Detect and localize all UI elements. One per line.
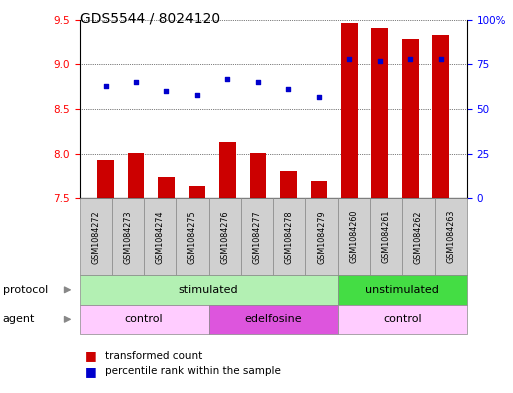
Text: GSM1084263: GSM1084263 (446, 210, 455, 263)
Text: GSM1084272: GSM1084272 (91, 210, 100, 264)
Bar (158, 177, 175, 198)
Text: percentile rank within the sample: percentile rank within the sample (105, 366, 281, 376)
Point (102, 83, 110, 89)
Text: ■: ■ (85, 349, 96, 362)
Text: GDS5544 / 8024120: GDS5544 / 8024120 (80, 12, 220, 26)
Text: protocol: protocol (3, 285, 48, 295)
Point (163, 88, 171, 94)
Point (193, 92, 201, 98)
Text: GSM1084277: GSM1084277 (252, 210, 262, 264)
Text: unstimulated: unstimulated (365, 285, 439, 295)
Bar (97, 160, 114, 198)
Bar (371, 28, 388, 198)
Point (437, 56, 445, 62)
Text: GSM1084278: GSM1084278 (285, 210, 294, 264)
Bar (432, 35, 449, 198)
Text: agent: agent (3, 314, 35, 324)
Bar (128, 153, 144, 198)
Text: edelfosine: edelfosine (244, 314, 302, 324)
Bar (249, 153, 266, 198)
Point (345, 56, 353, 62)
Point (315, 94, 323, 100)
Text: transformed count: transformed count (105, 351, 203, 361)
Text: GSM1084276: GSM1084276 (220, 210, 229, 264)
Bar (280, 171, 297, 198)
Bar (219, 142, 236, 198)
Text: GSM1084274: GSM1084274 (156, 210, 165, 264)
Bar (310, 180, 327, 198)
Bar (341, 23, 358, 198)
Text: stimulated: stimulated (179, 285, 239, 295)
Text: GSM1084260: GSM1084260 (349, 210, 359, 263)
Point (406, 56, 415, 62)
Point (223, 75, 231, 82)
Point (284, 86, 292, 92)
Point (376, 58, 384, 64)
Bar (189, 186, 205, 198)
Point (254, 79, 262, 85)
Text: GSM1084262: GSM1084262 (414, 210, 423, 264)
Bar (402, 39, 419, 198)
Text: GSM1084273: GSM1084273 (124, 210, 132, 264)
Text: control: control (383, 314, 422, 324)
Text: GSM1084275: GSM1084275 (188, 210, 197, 264)
Point (132, 79, 140, 85)
Text: GSM1084279: GSM1084279 (317, 210, 326, 264)
Text: GSM1084261: GSM1084261 (382, 210, 390, 263)
Text: control: control (125, 314, 163, 324)
Text: ■: ■ (85, 365, 96, 378)
